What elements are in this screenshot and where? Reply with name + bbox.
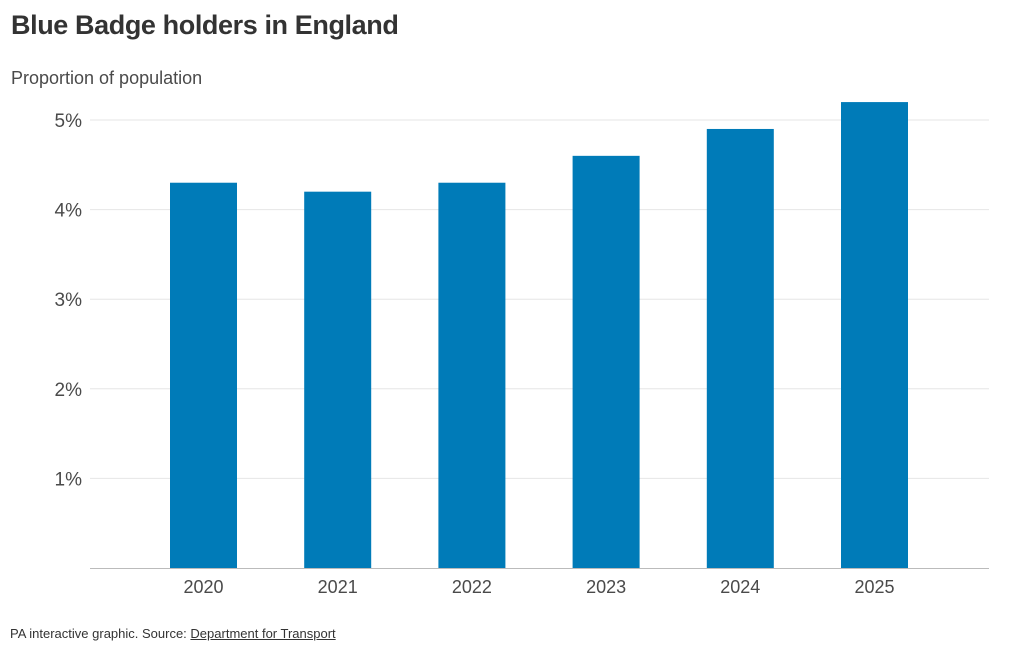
y-tick-label: 2% [55, 380, 83, 401]
gridlines [90, 119, 989, 479]
bars [170, 102, 908, 568]
chart-title: Blue Badge holders in England [11, 10, 399, 40]
y-tick-label: 4% [55, 201, 83, 222]
bar-2025 [841, 102, 908, 568]
x-tick-label: 2022 [452, 577, 492, 597]
bar-2024 [706, 128, 774, 568]
y-tick-label: 5% [55, 111, 83, 132]
bar-2020 [170, 182, 237, 568]
y-tick-label: 3% [55, 290, 83, 311]
source-link[interactable]: Department for Transport [190, 626, 336, 641]
y-axis-ticks: 1% 2% 3% 4% 5% [55, 111, 83, 490]
bar-2021 [304, 191, 372, 568]
footer-credit: PA interactive graphic. Source: [10, 626, 191, 641]
x-axis-ticks: 2020 2021 2022 2023 2024 2025 [183, 577, 894, 597]
y-tick-label: 1% [55, 469, 83, 490]
bar-chart: 1% 2% 3% 4% 5% 2020 2021 2022 2023 2024 2025 [55, 102, 989, 597]
x-tick-label: 2025 [854, 577, 894, 597]
x-tick-label: 2020 [183, 577, 223, 597]
chart-subtitle: Proportion of population [11, 68, 203, 88]
footer: PA interactive graphic. Source: Departme… [10, 626, 336, 641]
x-tick-label: 2023 [586, 577, 626, 597]
bar-2023 [572, 155, 640, 568]
bar-2022 [438, 182, 506, 568]
x-tick-label: 2024 [720, 577, 760, 597]
x-tick-label: 2021 [318, 577, 358, 597]
